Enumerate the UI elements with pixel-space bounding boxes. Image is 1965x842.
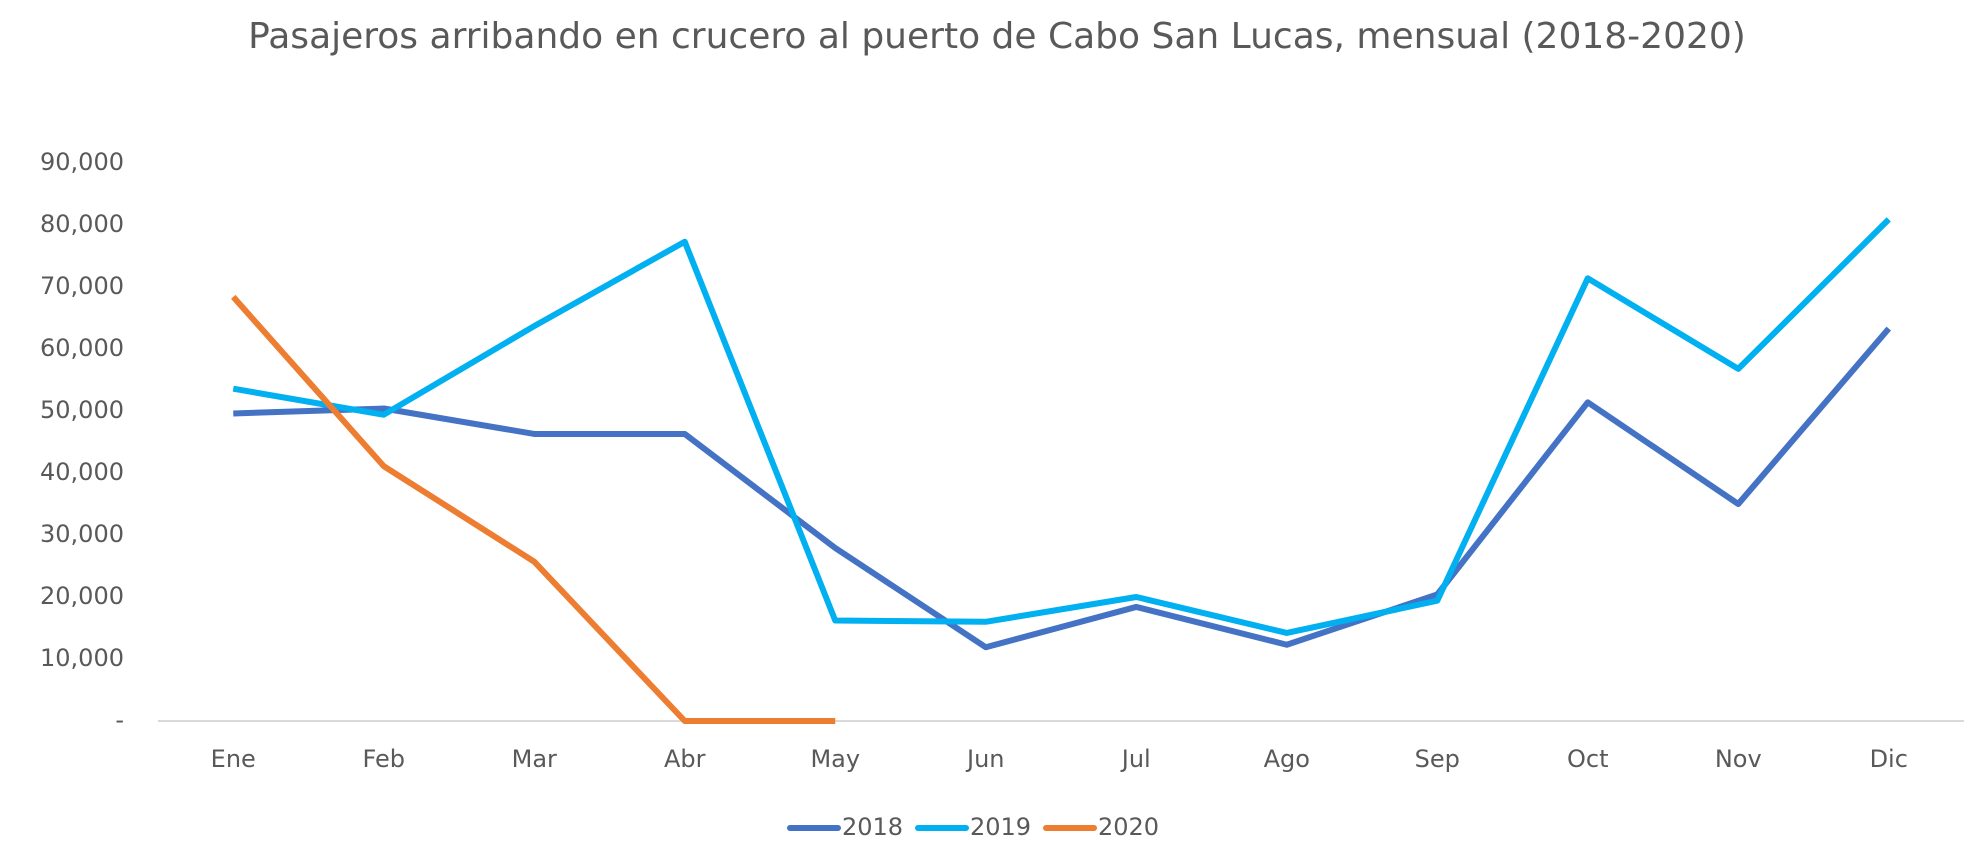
x-tick-label: Mar (512, 745, 557, 773)
legend-label: 2018 (842, 813, 903, 841)
x-tick-label: Ene (211, 745, 256, 773)
x-tick-label: Oct (1567, 745, 1609, 773)
x-tick-label: Ago (1264, 745, 1310, 773)
x-tick-label: Dic (1870, 745, 1908, 773)
y-tick-label: 60,000 (40, 334, 124, 362)
y-tick-label: 30,000 (40, 520, 124, 548)
y-tick-label: 20,000 (40, 582, 124, 610)
x-tick-label: Abr (664, 745, 706, 773)
y-tick-label: 80,000 (40, 210, 124, 238)
legend-label: 2020 (1098, 813, 1159, 841)
series-line (231, 294, 836, 724)
y-tick-label: 40,000 (40, 458, 124, 486)
chart-title: Pasajeros arribando en crucero al puerto… (248, 16, 1746, 57)
y-tick-label: - (115, 706, 124, 734)
series-line (232, 217, 1891, 636)
y-tick-label: 10,000 (40, 644, 124, 672)
x-tick-label: Feb (363, 745, 406, 773)
legend-label: 2019 (970, 813, 1031, 841)
x-tick-label: Nov (1715, 745, 1762, 773)
x-tick-label: Jun (965, 745, 1005, 773)
y-tick-label: 90,000 (40, 148, 124, 176)
x-tick-label: Sep (1415, 745, 1460, 773)
series-line (233, 326, 1892, 651)
y-tick-label: 70,000 (40, 272, 124, 300)
x-tick-label: May (810, 745, 860, 773)
x-tick-label: Jul (1120, 745, 1151, 773)
y-tick-label: 50,000 (40, 396, 124, 424)
